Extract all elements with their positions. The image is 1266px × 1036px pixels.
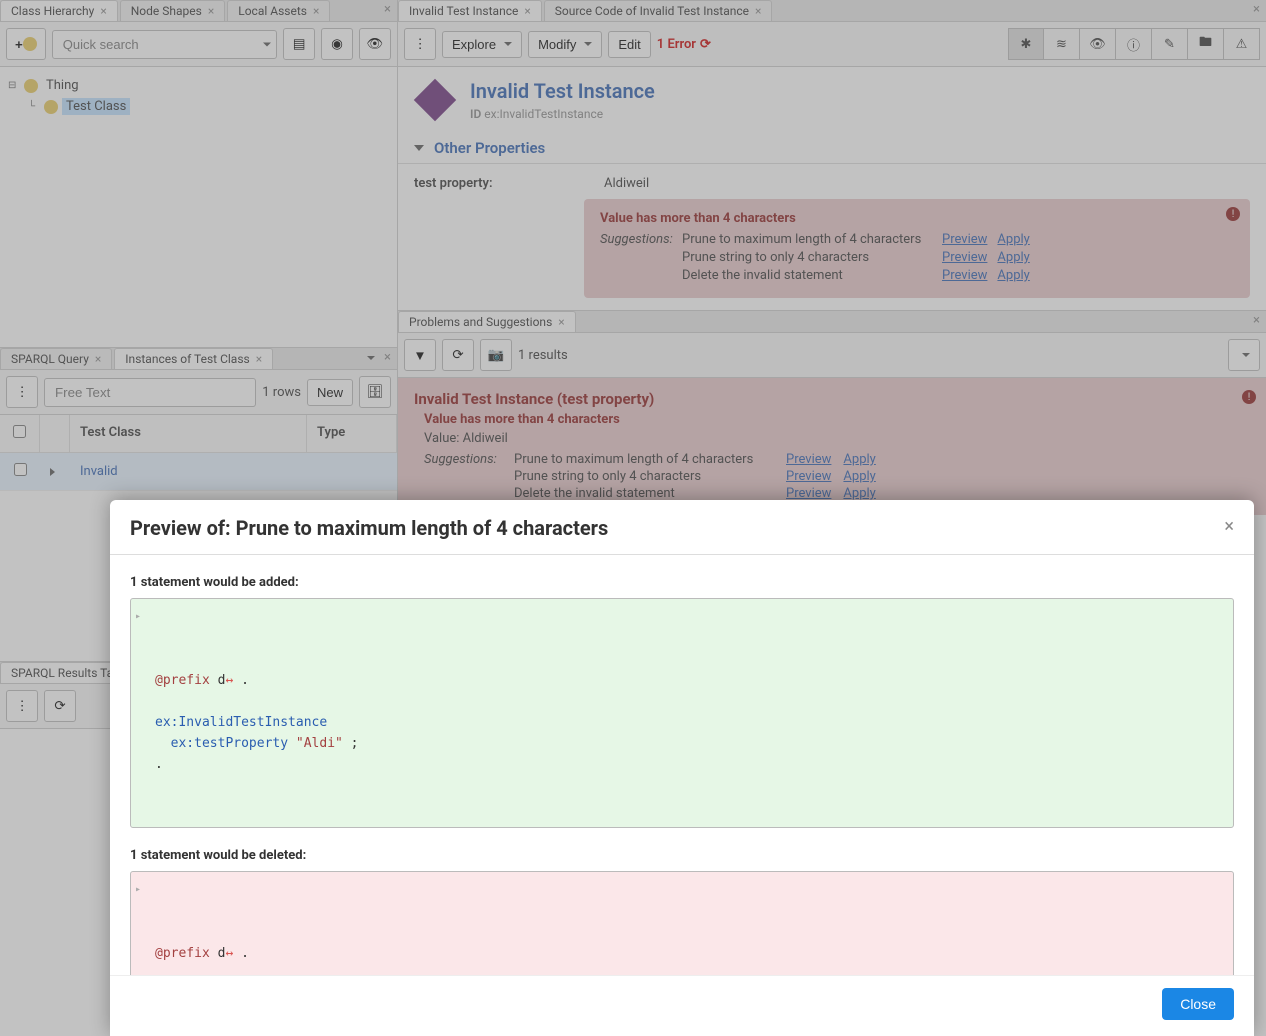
deleted-label: 1 statement would be deleted: [130,848,1234,863]
arrow-icon: ↔ [225,673,233,688]
fold-icon[interactable]: ▸ [135,882,141,898]
code-subject: ex:InvalidTestInstance [155,715,327,730]
preview-modal: Preview of: Prune to maximum length of 4… [110,500,1254,1036]
code-keyword: @prefix [155,673,210,688]
added-label: 1 statement would be added: [130,575,1234,590]
code-keyword: @prefix [155,946,210,961]
deleted-code-block: ▸ @prefix d↔ . ex:InvalidTestInstance ex… [130,871,1234,975]
arrow-icon: ↔ [225,946,233,961]
button-label: Close [1180,996,1216,1012]
fold-icon[interactable]: ▸ [135,609,141,625]
added-code-block: ▸ @prefix d↔ . ex:InvalidTestInstance ex… [130,598,1234,828]
modal-title: Preview of: Prune to maximum length of 4… [130,516,608,540]
close-icon[interactable]: × [1224,516,1234,537]
close-button[interactable]: Close [1162,988,1234,1020]
code-value: "Aldi" [296,736,343,751]
code-predicate: ex:testProperty [171,736,288,751]
